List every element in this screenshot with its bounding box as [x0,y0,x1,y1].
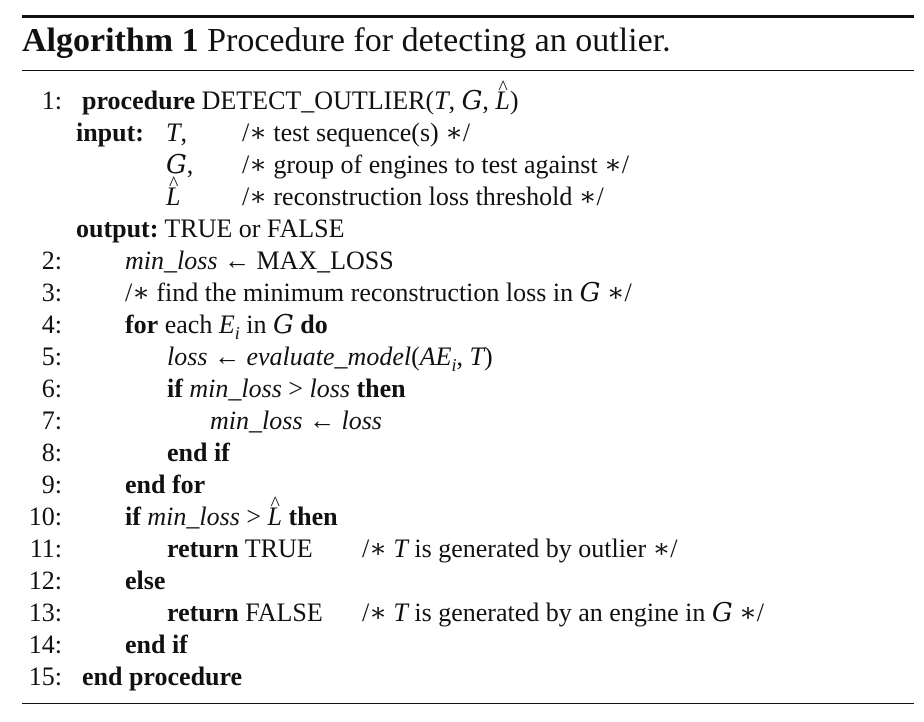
line-number: 15: [28,662,62,691]
var-L-hat: L [268,488,282,533]
subscript: i [451,355,457,376]
line-number: 10: [28,502,62,531]
algorithm-label: Algorithm 1 [22,22,199,59]
var-G: G [461,86,483,116]
line-number: 4: [41,310,62,339]
line-number: 12: [28,566,62,595]
comment: is generated by outlier ∗/ [407,534,678,563]
keyword: then [356,374,406,403]
line-number: 11: [29,534,62,563]
comment: /∗ find the minimum reconstruction loss … [125,278,580,307]
text: each [158,310,219,339]
line-number: 1: [41,86,62,115]
paren-close: ) [484,342,493,371]
output-text: TRUE or FALSE [164,214,345,243]
bottom-rule [22,703,914,704]
comment: /∗ reconstruction loss threshold ∗/ [242,182,604,211]
var-min-loss: min_loss [147,502,240,531]
var-loss: loss [341,406,382,435]
var-min-loss: min_loss [210,406,303,435]
line-number: 2: [41,246,62,275]
keyword: end if [167,438,230,467]
top-rule [22,15,914,18]
line-number: 13: [28,598,62,627]
var-min-loss: min_loss [189,374,282,403]
var-G: G [711,598,733,628]
line-number: 5: [41,342,62,371]
var-T: T [469,342,484,371]
line-number: 8: [41,438,62,467]
separator: , [456,342,470,371]
separator: , [482,86,496,115]
operator: > [281,374,310,403]
paren-open: ( [411,342,420,371]
comment: /∗ [362,598,394,627]
algorithm-caption: Procedure for detecting an outlier. [207,22,671,59]
keyword: do [300,310,328,339]
keyword: procedure [82,86,196,115]
value: TRUE [244,534,313,563]
keyword: else [125,566,166,595]
assign-arrow: ← [302,406,342,435]
paren-open: ( [425,86,435,115]
value: FALSE [245,598,323,627]
procedure-name: DETECT_OUTLIER [201,86,426,115]
subscript: i [234,323,240,344]
function-name: evaluate_model [246,342,412,371]
text: in [239,310,273,339]
var-L-hat: L [166,168,180,213]
comment: is generated by an engine in [407,598,712,627]
line-number: 14: [28,630,62,659]
punct: , [180,118,187,147]
assign-arrow: ← [207,342,247,371]
var-min-loss: min_loss [125,246,218,275]
keyword: return [167,598,239,627]
operator: > [239,502,268,531]
mid-rule [22,70,914,71]
var-loss: loss [309,374,350,403]
line-number: 9: [41,470,62,499]
var-G: G [272,310,294,340]
keyword: end procedure [82,662,243,691]
var-L-hat: L [495,72,509,117]
var-T: T [393,534,408,563]
keyword: then [288,502,338,531]
var-E: E [218,310,235,339]
var-AE: AE [419,342,452,371]
var-T: T [434,86,449,115]
keyword: end for [125,470,206,499]
var-T: T [393,598,408,627]
keyword: end if [125,630,188,659]
comment: ∗/ [732,598,765,627]
line-number: 3: [41,278,62,307]
line-number: 7: [41,406,62,435]
line-number: 6: [41,374,62,403]
keyword: if [167,374,183,403]
keyword: for [125,310,159,339]
var-loss: loss [167,342,208,371]
assign-arrow: ← [217,246,257,275]
var-G: G [579,278,601,308]
keyword: output: [76,214,159,243]
algorithm-title: Algorithm 1 Procedure for detecting an o… [22,21,671,61]
comment: /∗ test sequence(s) ∗/ [242,118,471,147]
value: MAX_LOSS [256,246,394,275]
comment: /∗ [362,534,394,563]
comment: /∗ group of engines to test against ∗/ [242,150,630,179]
keyword: return [167,534,239,563]
keyword: if [125,502,141,531]
paren-close: ) [509,86,519,115]
punct: , [186,150,194,179]
keyword: input: [76,118,144,147]
var-T: T [166,118,181,147]
comment: ∗/ [600,278,632,307]
separator: , [448,86,462,115]
